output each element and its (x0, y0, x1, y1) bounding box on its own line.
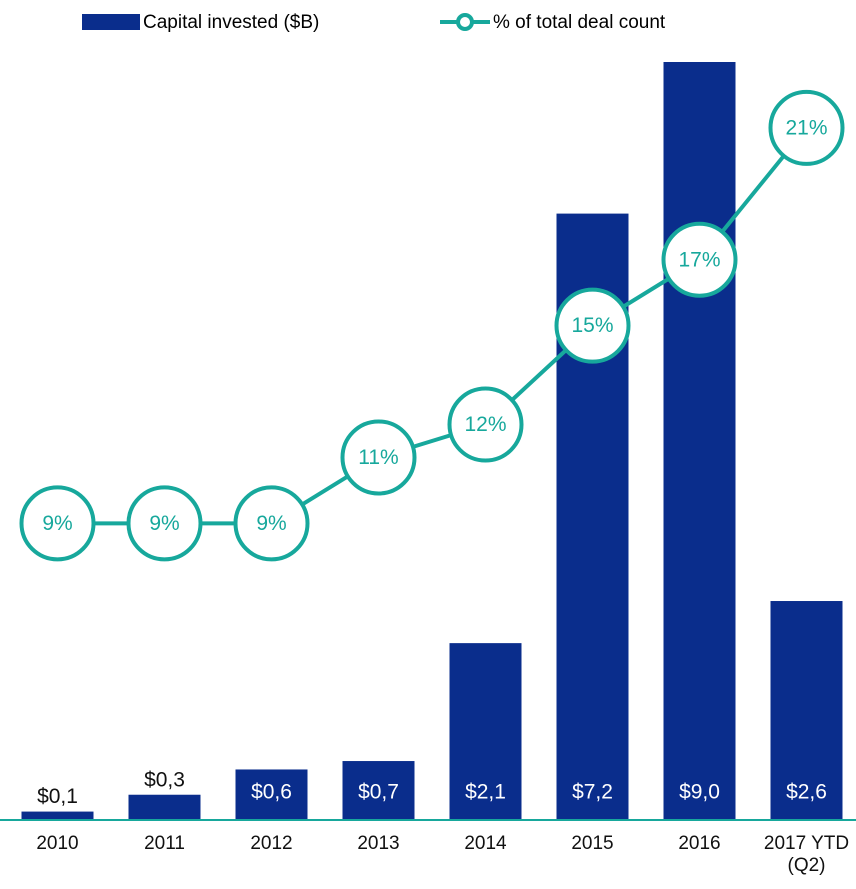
line-value-label: 15% (571, 314, 613, 337)
x-tick-label: 2017 YTD (Q2) (763, 833, 850, 876)
line-marker (768, 89, 845, 166)
legend-label: Capital invested ($B) (143, 12, 319, 33)
legend-label: % of total deal count (493, 12, 666, 33)
bar-value-label: $0,3 (144, 768, 185, 791)
bar (770, 601, 843, 820)
line-value-label: 11% (358, 446, 398, 469)
bar-value-label: $7,2 (572, 781, 613, 804)
line-value-label: 9% (256, 512, 286, 535)
legend-marker (456, 13, 474, 31)
x-tick-label: 2010 (36, 833, 79, 854)
bar-value-label: $0,1 (37, 785, 78, 808)
bar (21, 811, 94, 820)
line-marker (19, 485, 96, 562)
line-value-label: 9% (149, 512, 179, 535)
bar (235, 769, 308, 820)
x-tick-label: 2014 (464, 833, 507, 854)
line-marker (126, 485, 203, 562)
x-tick-label: 2016 (678, 833, 721, 854)
x-tick-label: 2011 (144, 833, 185, 854)
x-tick-label: 2012 (250, 833, 293, 854)
legend-swatch (82, 14, 140, 30)
bar-value-label: $2,1 (465, 781, 506, 804)
line-marker (554, 287, 631, 364)
line-value-label: 9% (42, 512, 72, 535)
bar-value-label: $0,6 (251, 781, 292, 804)
line-marker (661, 221, 738, 298)
line-marker (233, 485, 310, 562)
bar-value-label: $0,7 (358, 781, 399, 804)
line-marker (340, 419, 417, 496)
line-value-label: 17% (678, 248, 720, 271)
bar (449, 643, 522, 820)
bar (663, 62, 736, 820)
bar-value-label: $9,0 (679, 781, 720, 804)
x-tick-label: 2013 (357, 833, 400, 854)
line-value-label: 12% (464, 413, 506, 436)
line-value-label: 21% (785, 116, 827, 139)
bar (342, 761, 415, 820)
line-marker (447, 386, 524, 463)
bar (128, 794, 201, 820)
x-tick-label: 2015 (571, 833, 614, 854)
bar-value-label: $2,6 (786, 781, 827, 804)
